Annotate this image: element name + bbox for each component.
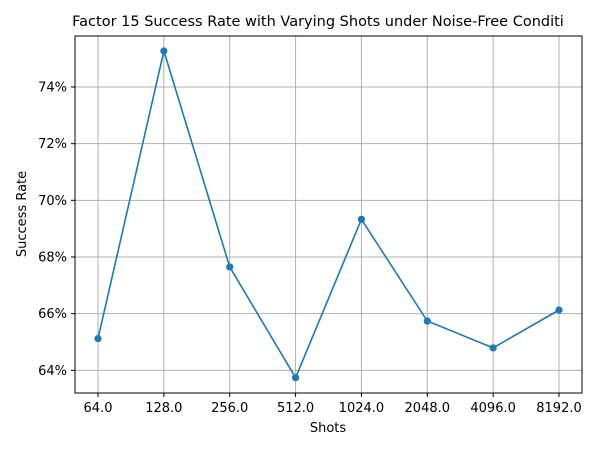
x-tick-label: 64.0 (84, 401, 113, 416)
data-point (291, 374, 300, 382)
plot-frame (74, 35, 583, 394)
y-tick-label: 72% (38, 137, 67, 152)
y-tick-label: 64% (38, 364, 67, 379)
x-tick-label: 512.0 (277, 401, 314, 416)
y-tick-label: 66% (38, 307, 67, 322)
data-point (489, 344, 497, 352)
series-layer (94, 47, 563, 382)
x-tick-label: 256.0 (211, 401, 248, 416)
y-axis-ticks: 64% 66% 68% 70% 72% 74% (38, 81, 75, 379)
x-axis-label: Shots (310, 421, 347, 436)
x-tick-label: 4096.0 (470, 401, 516, 416)
x-tick-label: 128.0 (145, 401, 182, 416)
data-point (226, 263, 234, 271)
data-point (555, 306, 563, 314)
data-point (423, 317, 431, 325)
grid (75, 36, 582, 393)
y-tick-label: 68% (38, 251, 67, 266)
x-tick-label: 8192.0 (536, 401, 582, 416)
y-axis-label: Success Rate (15, 171, 30, 257)
x-axis-ticks: 64.0 128.0 256.0 512.0 1024.0 2048.0 4096.0 819… (84, 393, 582, 416)
data-point (94, 335, 102, 343)
chart-title: Factor 15 Success Rate with Varying Shot… (72, 14, 564, 30)
x-tick-label: 2048.0 (405, 401, 451, 416)
x-tick-label: 1024.0 (339, 401, 385, 416)
y-tick-label: 74% (38, 81, 67, 96)
y-tick-label: 70% (38, 194, 67, 209)
data-point (357, 215, 366, 223)
data-point (160, 47, 168, 55)
series-line (97, 47, 560, 380)
